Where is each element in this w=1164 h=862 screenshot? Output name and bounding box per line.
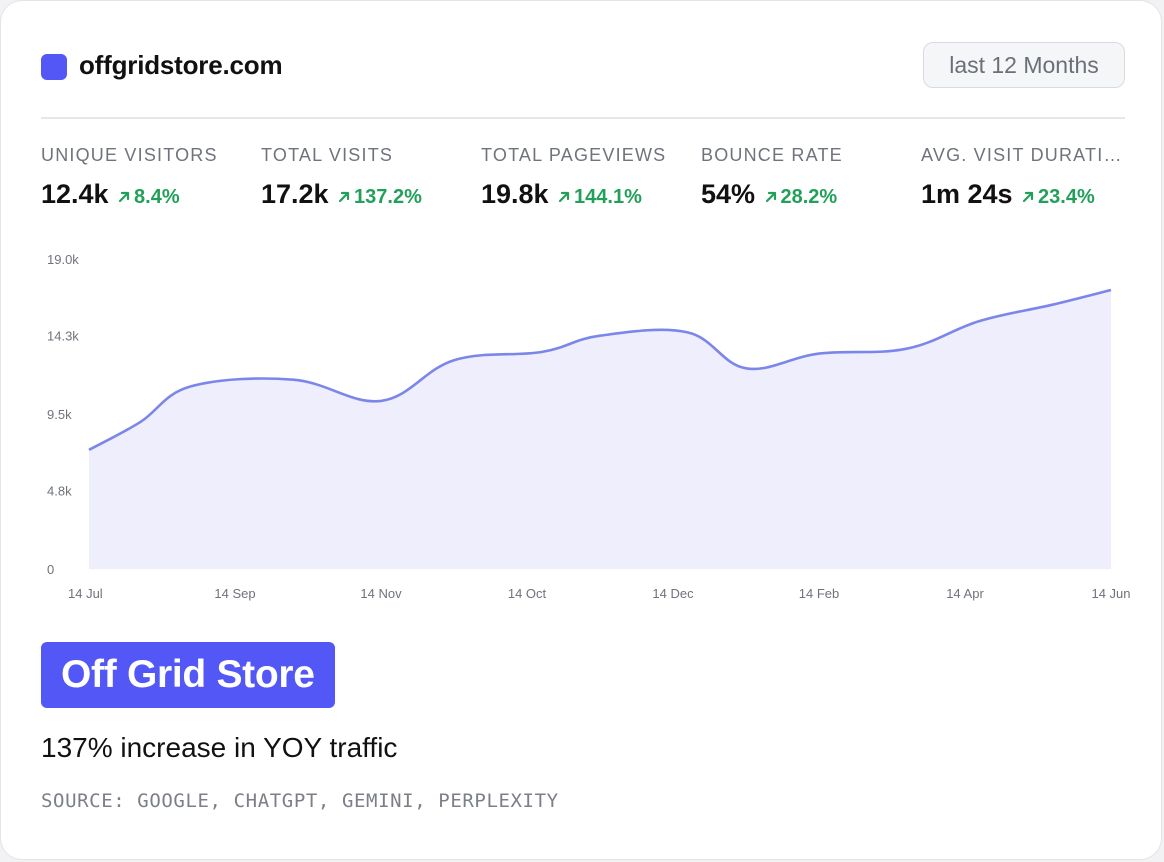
metric-change-value: 144.1% <box>574 186 642 208</box>
metric-label: UNIQUE VISITORS <box>41 145 218 165</box>
metric-label: AVG. VISIT DURATION <box>921 145 1127 165</box>
x-tick-label: 14 Dec <box>652 586 694 601</box>
metric-change: 23.4% <box>1021 186 1095 208</box>
site-name: offgridstore.com <box>79 50 283 80</box>
y-tick-label: 9.5k <box>47 407 72 422</box>
metric-change-value: 23.4% <box>1038 186 1095 208</box>
card-header: offgridstore.com last 12 Months <box>41 41 1125 91</box>
header-divider <box>41 117 1125 119</box>
y-tick-label: 4.8k <box>47 484 72 499</box>
chart-area <box>89 290 1111 569</box>
metric-avg-visit-duration: AVG. VISIT DURATION 1m 24s 23.4% <box>921 145 1127 210</box>
arrow-up-right-icon <box>338 191 350 203</box>
metric-unique-visitors: UNIQUE VISITORS 12.4k 8.4% <box>41 145 247 210</box>
metric-total-visits: TOTAL VISITS 17.2k 137.2% <box>261 145 467 210</box>
y-tick-label: 19.0k <box>47 252 79 267</box>
metric-change: 8.4% <box>117 186 180 208</box>
metric-change: 28.2% <box>764 186 838 208</box>
metric-total-pageviews: TOTAL PAGEVIEWS 19.8k 144.1% <box>481 145 687 210</box>
brand-badge: Off Grid Store <box>41 642 335 708</box>
x-tick-label: 14 Jun <box>1091 586 1130 601</box>
x-tick-label: 14 Sep <box>214 586 255 601</box>
metric-bounce-rate: BOUNCE RATE 54% 28.2% <box>701 145 907 210</box>
source-text: SOURCE: GOOGLE, CHATGPT, GEMINI, PERPLEX… <box>41 790 559 812</box>
metric-change-value: 28.2% <box>780 186 838 208</box>
arrow-up-right-icon <box>118 191 130 203</box>
metric-value: 17.2k <box>261 179 329 209</box>
headline-text: 137% increase in YOY traffic <box>41 732 398 763</box>
metric-value: 54% <box>701 179 756 209</box>
metric-value: 1m 24s <box>921 179 1013 209</box>
arrow-up-right-icon <box>1022 191 1034 203</box>
x-tick-label: 14 Feb <box>799 586 839 601</box>
metric-change: 144.1% <box>557 186 642 208</box>
metric-label: TOTAL VISITS <box>261 145 394 165</box>
metric-value: 12.4k <box>41 179 109 209</box>
x-tick-label: 14 Oct <box>508 586 547 601</box>
metric-label: BOUNCE RATE <box>701 145 843 165</box>
metric-value: 19.8k <box>481 179 549 209</box>
metric-change-value: 8.4% <box>134 186 180 208</box>
chart-series-line <box>88 288 1112 452</box>
x-tick-label: 14 Jul <box>68 586 103 601</box>
metric-label: TOTAL PAGEVIEWS <box>481 145 667 165</box>
date-range-button[interactable]: last 12 Months <box>923 42 1125 88</box>
arrow-up-right-icon <box>558 191 570 203</box>
y-tick-label: 0 <box>47 562 54 577</box>
traffic-chart: 0 4.8k 9.5k 14.3k 19.0k 14 Jul 14 Sep 14 Nov 14 … <box>1 241 1161 611</box>
metric-change-value: 137.2% <box>354 186 422 208</box>
site-color-swatch <box>41 54 67 80</box>
metric-change: 137.2% <box>337 186 422 208</box>
metrics-row: UNIQUE VISITORS 12.4k 8.4% TOTAL VISITS … <box>41 145 1127 217</box>
traffic-chart-svg: 0 4.8k 9.5k 14.3k 19.0k 14 Jul 14 Sep 14 Nov 14 … <box>47 252 1131 601</box>
arrow-up-right-icon <box>765 191 776 203</box>
y-tick-label: 14.3k <box>47 329 79 344</box>
x-tick-label: 14 Apr <box>946 586 984 601</box>
x-tick-label: 14 Nov <box>360 586 402 601</box>
